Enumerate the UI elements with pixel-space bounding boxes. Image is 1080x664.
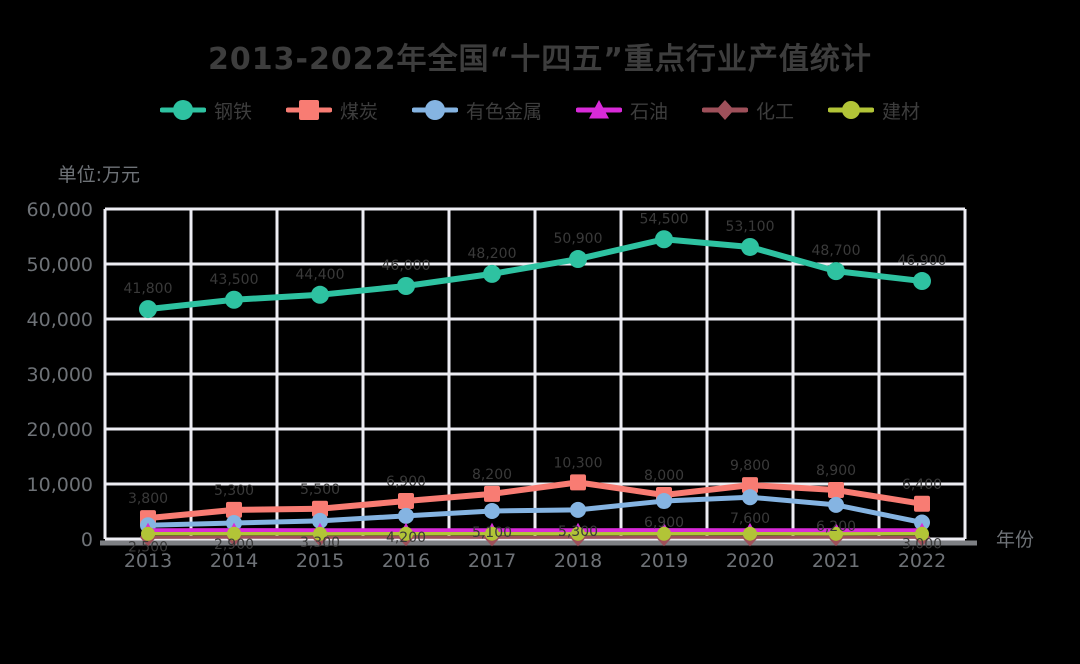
data-point-marker [656, 493, 672, 509]
data-point-marker [398, 508, 414, 524]
value-label: 7,600 [730, 511, 770, 527]
value-label: 3,300 [300, 535, 340, 551]
data-point-marker [569, 250, 587, 268]
value-label: 2,500 [128, 539, 168, 555]
data-point-marker [828, 482, 844, 498]
y-axis-name: 单位:万元 [58, 164, 140, 186]
data-point-marker [743, 527, 757, 541]
x-axis-tick-label: 2021 [812, 550, 860, 572]
data-point-marker [398, 493, 414, 509]
value-label: 41,800 [124, 281, 173, 297]
value-label: 44,400 [296, 267, 345, 283]
data-point-marker [570, 474, 586, 490]
data-point-marker [827, 262, 845, 280]
y-axis-tick-label: 50,000 [27, 254, 93, 276]
value-label: 5,500 [300, 482, 340, 498]
value-label: 3,800 [128, 491, 168, 507]
y-axis-tick-label: 0 [81, 529, 93, 551]
data-point-marker [311, 286, 329, 304]
x-axis-tick-label: 2022 [898, 550, 946, 572]
data-point-marker [483, 265, 501, 283]
value-label: 4,200 [386, 530, 426, 546]
data-point-marker [913, 272, 931, 290]
value-label: 43,500 [210, 272, 259, 288]
value-label: 6,400 [902, 477, 942, 493]
value-label: 5,100 [472, 525, 512, 541]
value-label: 2,900 [214, 537, 254, 553]
x-axis-tick-label: 2017 [468, 550, 516, 572]
value-label: 6,900 [386, 474, 426, 490]
data-point-marker [484, 503, 500, 519]
value-label: 8,900 [816, 463, 856, 479]
plot-area: 0 10,000 20,000 30,000 40,000 50,000 60,000 201… [0, 34, 1080, 664]
y-axis-tick-label: 30,000 [27, 364, 93, 386]
value-label: 48,200 [468, 246, 517, 262]
data-point-marker [741, 238, 759, 256]
value-label: 48,700 [812, 243, 861, 259]
value-label: 46,000 [382, 258, 431, 274]
value-label: 54,500 [640, 211, 689, 227]
value-label: 50,900 [554, 231, 603, 247]
value-label: 6,200 [816, 519, 856, 535]
value-label: 3,000 [902, 537, 942, 553]
value-label: 5,300 [214, 483, 254, 499]
y-axis-tick-label: 40,000 [27, 309, 93, 331]
value-label: 53,100 [726, 219, 775, 235]
x-axis-tick-label: 2015 [296, 550, 344, 572]
x-axis-tick-label: 2019 [640, 550, 688, 572]
x-axis-tick-label: 2016 [382, 550, 430, 572]
value-label: 5,300 [558, 524, 598, 540]
y-axis-tick-label: 10,000 [27, 474, 93, 496]
value-label: 8,200 [472, 467, 512, 483]
y-axis-tick-label: 20,000 [27, 419, 93, 441]
data-point-marker [570, 502, 586, 518]
x-axis-name: 年份 [996, 529, 1034, 551]
data-point-marker [914, 496, 930, 512]
value-label: 6,900 [644, 515, 684, 531]
data-point-marker [484, 486, 500, 502]
x-axis-tick-label: 2020 [726, 550, 774, 572]
value-label: 9,800 [730, 458, 770, 474]
data-point-marker [742, 489, 758, 505]
data-point-marker [397, 277, 415, 295]
x-axis-tick-label: 2014 [210, 550, 258, 572]
value-label: 46,900 [898, 253, 947, 269]
data-point-marker [655, 230, 673, 248]
data-point-marker [139, 300, 157, 318]
x-axis-tick-label: 2018 [554, 550, 602, 572]
y-axis-tick-label: 60,000 [27, 199, 93, 221]
value-label: 10,300 [554, 455, 603, 471]
data-point-marker [225, 291, 243, 309]
data-point-marker [828, 497, 844, 513]
value-label: 8,000 [644, 468, 684, 484]
